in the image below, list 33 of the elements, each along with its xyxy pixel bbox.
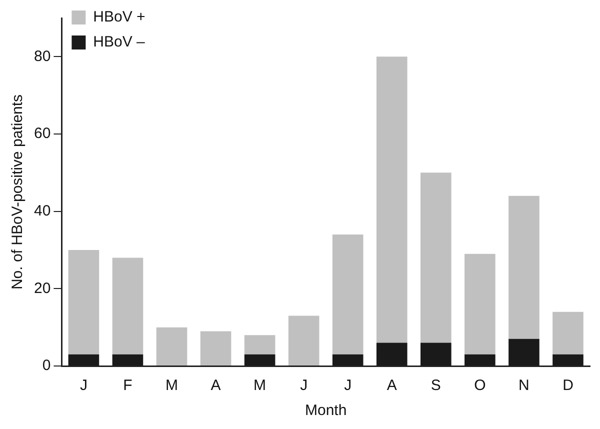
x-tick-label: N (518, 377, 530, 394)
x-tick-label: F (123, 377, 132, 394)
y-tick-label: 20 (34, 280, 51, 297)
x-tick-label: A (386, 377, 397, 394)
bar (68, 250, 100, 354)
bar (376, 56, 408, 343)
bar (332, 234, 364, 354)
x-tick-label: J (300, 377, 308, 394)
x-tick-label: S (430, 377, 441, 394)
x-axis-title: Month (304, 402, 347, 420)
bar (156, 327, 188, 366)
y-tick-label: 80 (34, 48, 51, 65)
bar (464, 254, 496, 354)
y-axis-title: No. of HBoV-positive patients (9, 94, 26, 290)
legend-label: HBoV – (93, 34, 146, 51)
y-tick-label: 40 (34, 202, 51, 220)
bar (420, 172, 452, 343)
x-tick-label: M (166, 377, 178, 394)
x-tick-label: D (562, 377, 574, 394)
y-tick-label: 60 (34, 125, 51, 142)
bar (244, 335, 276, 354)
bar (508, 196, 540, 339)
x-tick-label: J (80, 377, 88, 394)
bar (288, 316, 320, 366)
bar (552, 312, 584, 354)
x-tick-label: A (210, 377, 221, 394)
x-tick-label: J (344, 377, 352, 394)
legend-label: HBoV + (93, 8, 146, 26)
x-tick-label: M (254, 377, 266, 394)
y-tick-label: 0 (42, 357, 51, 374)
x-tick-label: O (474, 377, 486, 394)
bar (112, 258, 144, 354)
bar (200, 331, 232, 366)
